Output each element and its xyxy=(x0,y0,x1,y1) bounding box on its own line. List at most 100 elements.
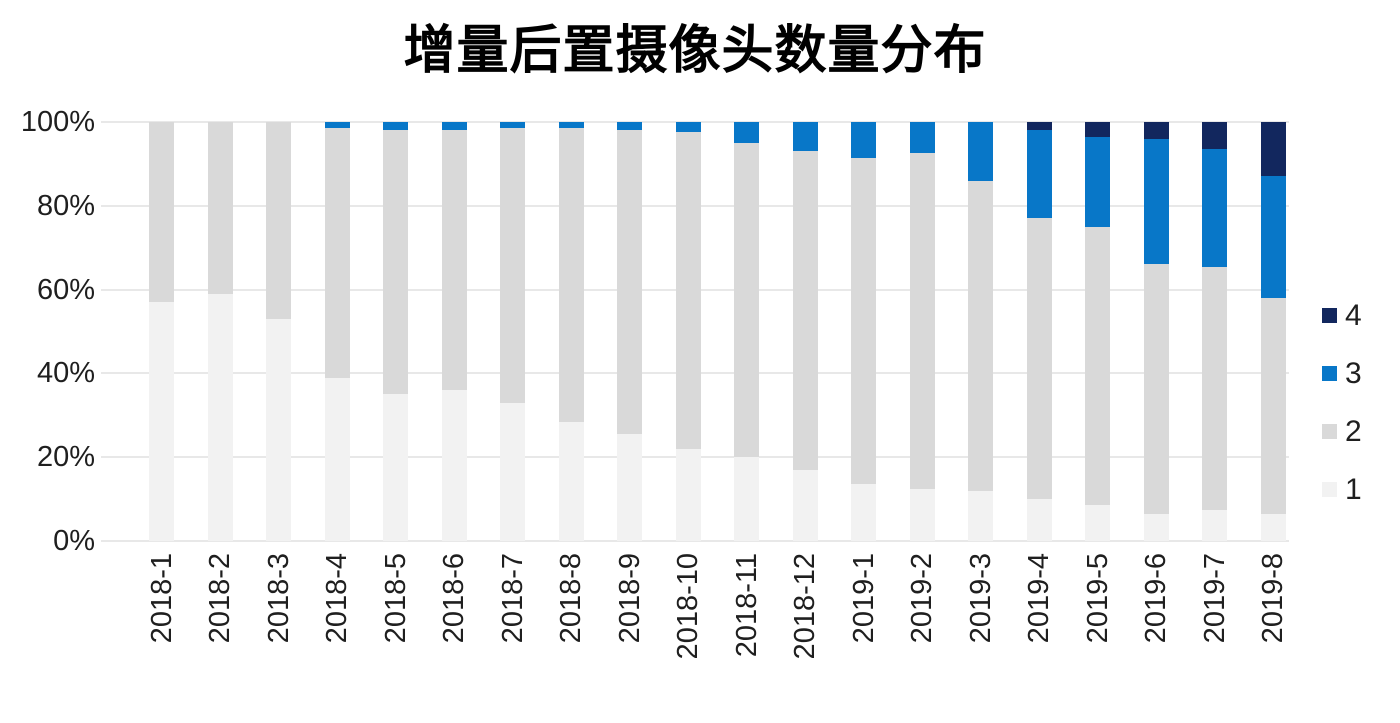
x-axis-label-2018-2: 2018-2 xyxy=(204,553,236,644)
bar-segment-series1-2019-3 xyxy=(968,490,993,541)
bar-segment-series3-2019-1 xyxy=(851,122,876,158)
bar-segment-series2-2019-8 xyxy=(1260,297,1286,514)
bar-segment-series2-2019-2 xyxy=(909,153,935,489)
legend-swatch-1 xyxy=(1322,482,1337,497)
bar-segment-series3-2018-4 xyxy=(324,122,350,129)
gridline-100 xyxy=(101,121,1289,123)
bar-segment-series1-2019-7 xyxy=(1202,509,1227,541)
bar-segment-series2-2018-4 xyxy=(324,128,350,378)
x-axis-label-2018-1: 2018-1 xyxy=(145,553,178,644)
y-axis-tick-label: 0% xyxy=(53,525,95,557)
y-axis-tick-label: 100% xyxy=(20,106,95,138)
legend-item-3: 3 xyxy=(1322,357,1362,390)
x-axis-label-2018-8: 2018-8 xyxy=(555,553,587,644)
legend-item-2: 2 xyxy=(1322,415,1362,448)
bar-segment-series1-2019-1 xyxy=(851,484,876,541)
bar-segment-series2-2018-9 xyxy=(617,130,642,435)
bar-segment-series4-2019-7 xyxy=(1202,122,1227,150)
bar-segment-series2-2018-10 xyxy=(675,132,701,449)
bar-segment-series2-2018-1 xyxy=(149,122,174,303)
legend-swatch-2 xyxy=(1322,424,1337,439)
bar-segment-series2-2018-6 xyxy=(441,130,467,391)
y-axis-tick-label: 60% xyxy=(36,273,95,306)
x-axis-label-2018-12: 2018-12 xyxy=(789,553,821,660)
bar-segment-series3-2019-5 xyxy=(1085,136,1110,227)
bar-segment-series1-2019-5 xyxy=(1085,505,1110,541)
bar-segment-series3-2019-7 xyxy=(1202,149,1227,267)
bar-segment-series1-2018-11 xyxy=(734,457,759,541)
bar-segment-series3-2018-6 xyxy=(441,122,467,131)
bar-segment-series2-2018-12 xyxy=(792,151,818,470)
bar-segment-series2-2019-5 xyxy=(1085,226,1110,506)
plot-area xyxy=(101,121,1289,542)
bar-segment-series2-2018-3 xyxy=(266,122,291,319)
legend-label-1: 1 xyxy=(1345,473,1362,506)
bar-segment-series2-2019-6 xyxy=(1143,264,1169,514)
bar-segment-series1-2018-1 xyxy=(149,302,174,541)
x-axis-label-2019-3: 2019-3 xyxy=(964,553,997,644)
bar-segment-series3-2018-9 xyxy=(617,122,642,131)
bar-segment-series1-2018-2 xyxy=(207,293,233,541)
bar-segment-series1-2019-6 xyxy=(1143,513,1169,541)
bar-segment-series4-2019-6 xyxy=(1143,122,1169,139)
bar-segment-series3-2018-5 xyxy=(383,122,408,131)
x-axis-label-2018-10: 2018-10 xyxy=(672,553,704,660)
bar-segment-series2-2018-7 xyxy=(500,128,525,403)
bar-segment-series3-2018-8 xyxy=(558,122,584,129)
legend: 4 3 2 1 xyxy=(1322,299,1362,535)
bar-segment-series3-2019-8 xyxy=(1260,176,1286,298)
gridline-0 xyxy=(101,540,1289,542)
x-axis-label-2018-4: 2018-4 xyxy=(321,553,353,644)
x-axis-label-2018-5: 2018-5 xyxy=(379,553,412,644)
bar-segment-series1-2018-8 xyxy=(558,421,584,541)
legend-item-1: 1 xyxy=(1322,473,1362,506)
bar-segment-series1-2019-2 xyxy=(909,488,935,541)
bar-segment-series1-2018-9 xyxy=(617,434,642,541)
bar-segment-series3-2019-2 xyxy=(909,122,935,154)
bar-segment-series1-2018-12 xyxy=(792,469,818,541)
y-axis-tick-label: 40% xyxy=(36,357,95,390)
bar-segment-series3-2019-6 xyxy=(1143,138,1169,265)
bar-segment-series1-2018-4 xyxy=(324,377,350,541)
legend-label-4: 4 xyxy=(1345,299,1362,332)
bar-segment-series3-2019-3 xyxy=(968,122,993,181)
bar-segment-series2-2018-11 xyxy=(734,142,759,458)
legend-label-3: 3 xyxy=(1345,357,1362,390)
chart-title: 增量后置摄像头数量分布 xyxy=(403,22,987,80)
bar-segment-series2-2018-2 xyxy=(207,122,233,294)
bar-segment-series3-2018-7 xyxy=(500,122,525,129)
bar-segment-series1-2018-3 xyxy=(266,318,291,541)
x-axis-label-2018-6: 2018-6 xyxy=(438,553,470,644)
bar-segment-series4-2019-4 xyxy=(1026,122,1052,131)
x-axis-label-2018-7: 2018-7 xyxy=(496,553,529,644)
x-axis-label-2019-1: 2019-1 xyxy=(847,553,880,644)
bar-segment-series2-2018-8 xyxy=(558,128,584,422)
bar-segment-series2-2019-3 xyxy=(968,180,993,491)
x-axis-label-2018-3: 2018-3 xyxy=(262,553,295,644)
y-axis-tick-label: 80% xyxy=(36,189,95,222)
bar-segment-series2-2019-7 xyxy=(1202,266,1227,510)
y-axis-tick-label: 20% xyxy=(36,441,95,474)
x-axis-label-2019-4: 2019-4 xyxy=(1023,553,1055,644)
legend-swatch-4 xyxy=(1322,308,1337,323)
bar-segment-series1-2018-7 xyxy=(500,402,525,541)
legend-label-2: 2 xyxy=(1345,415,1362,448)
legend-swatch-3 xyxy=(1322,366,1337,381)
bar-segment-series2-2019-1 xyxy=(851,157,876,485)
bar-segment-series1-2018-10 xyxy=(675,448,701,541)
bar-segment-series1-2018-5 xyxy=(383,394,408,541)
bar-segment-series3-2019-4 xyxy=(1026,130,1052,219)
x-axis-label-2019-6: 2019-6 xyxy=(1140,553,1172,644)
bar-segment-series2-2019-4 xyxy=(1026,218,1052,500)
bar-segment-series4-2019-5 xyxy=(1085,122,1110,137)
x-axis-label-2019-5: 2019-5 xyxy=(1081,553,1114,644)
bar-segment-series4-2019-8 xyxy=(1260,122,1286,177)
bar-segment-series2-2018-5 xyxy=(383,130,408,395)
x-axis-label-2019-8: 2019-8 xyxy=(1257,553,1289,644)
x-axis-label-2018-9: 2018-9 xyxy=(613,553,646,644)
x-axis-label-2019-7: 2019-7 xyxy=(1198,553,1231,644)
x-axis-label-2019-2: 2019-2 xyxy=(906,553,938,644)
legend-item-4: 4 xyxy=(1322,299,1362,332)
bar-segment-series3-2018-11 xyxy=(734,122,759,143)
bar-segment-series3-2018-12 xyxy=(792,122,818,152)
